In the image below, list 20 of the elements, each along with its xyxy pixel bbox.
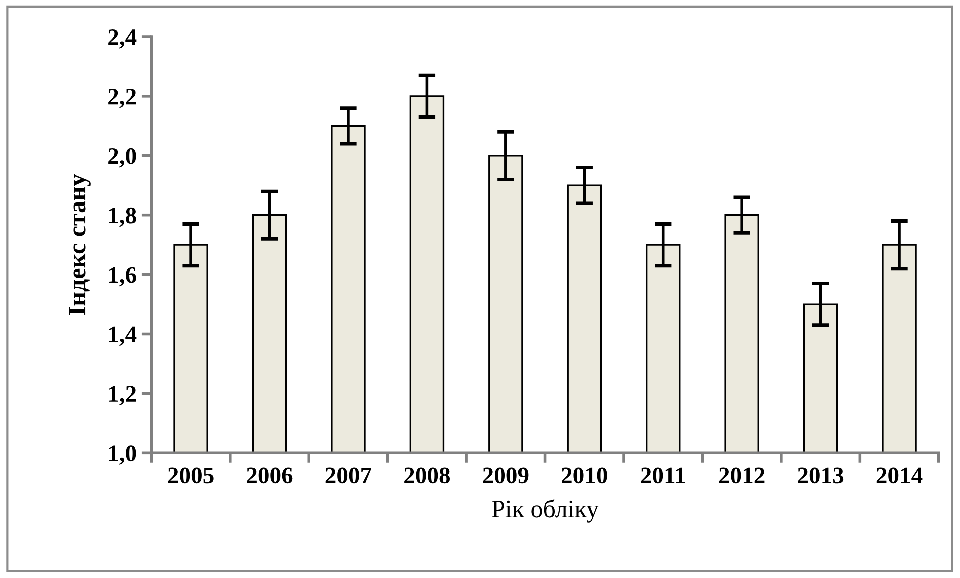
y-tick-label: 1,4 xyxy=(109,326,137,346)
x-tick-label: 2012 xyxy=(719,468,765,484)
x-tick-label: 2013 xyxy=(798,468,844,484)
x-tick-label: 2008 xyxy=(404,468,450,484)
y-tick-label: 1,0 xyxy=(109,446,136,465)
x-tick-label: 2005 xyxy=(168,468,214,484)
x-tick-label: 2010 xyxy=(562,468,608,484)
x-tick-label: 2006 xyxy=(247,468,293,484)
y-tick-label: 2,2 xyxy=(108,89,136,108)
y-tick-label: 2,0 xyxy=(108,148,136,168)
y-tick-label: 1,6 xyxy=(109,267,136,287)
y-tick-label: 2,4 xyxy=(108,30,137,49)
x-tick-label: 2014 xyxy=(876,468,923,484)
y-tick-label: 1,8 xyxy=(109,208,136,228)
x-axis-title: Рік обліку xyxy=(492,500,599,523)
y-axis-title: Індекс стану xyxy=(69,174,91,316)
x-tick-label: 2007 xyxy=(326,468,372,484)
x-tick-label: 2009 xyxy=(483,468,529,484)
x-tick-label: 2011 xyxy=(641,468,686,484)
y-tick-label: 1,2 xyxy=(109,386,136,406)
